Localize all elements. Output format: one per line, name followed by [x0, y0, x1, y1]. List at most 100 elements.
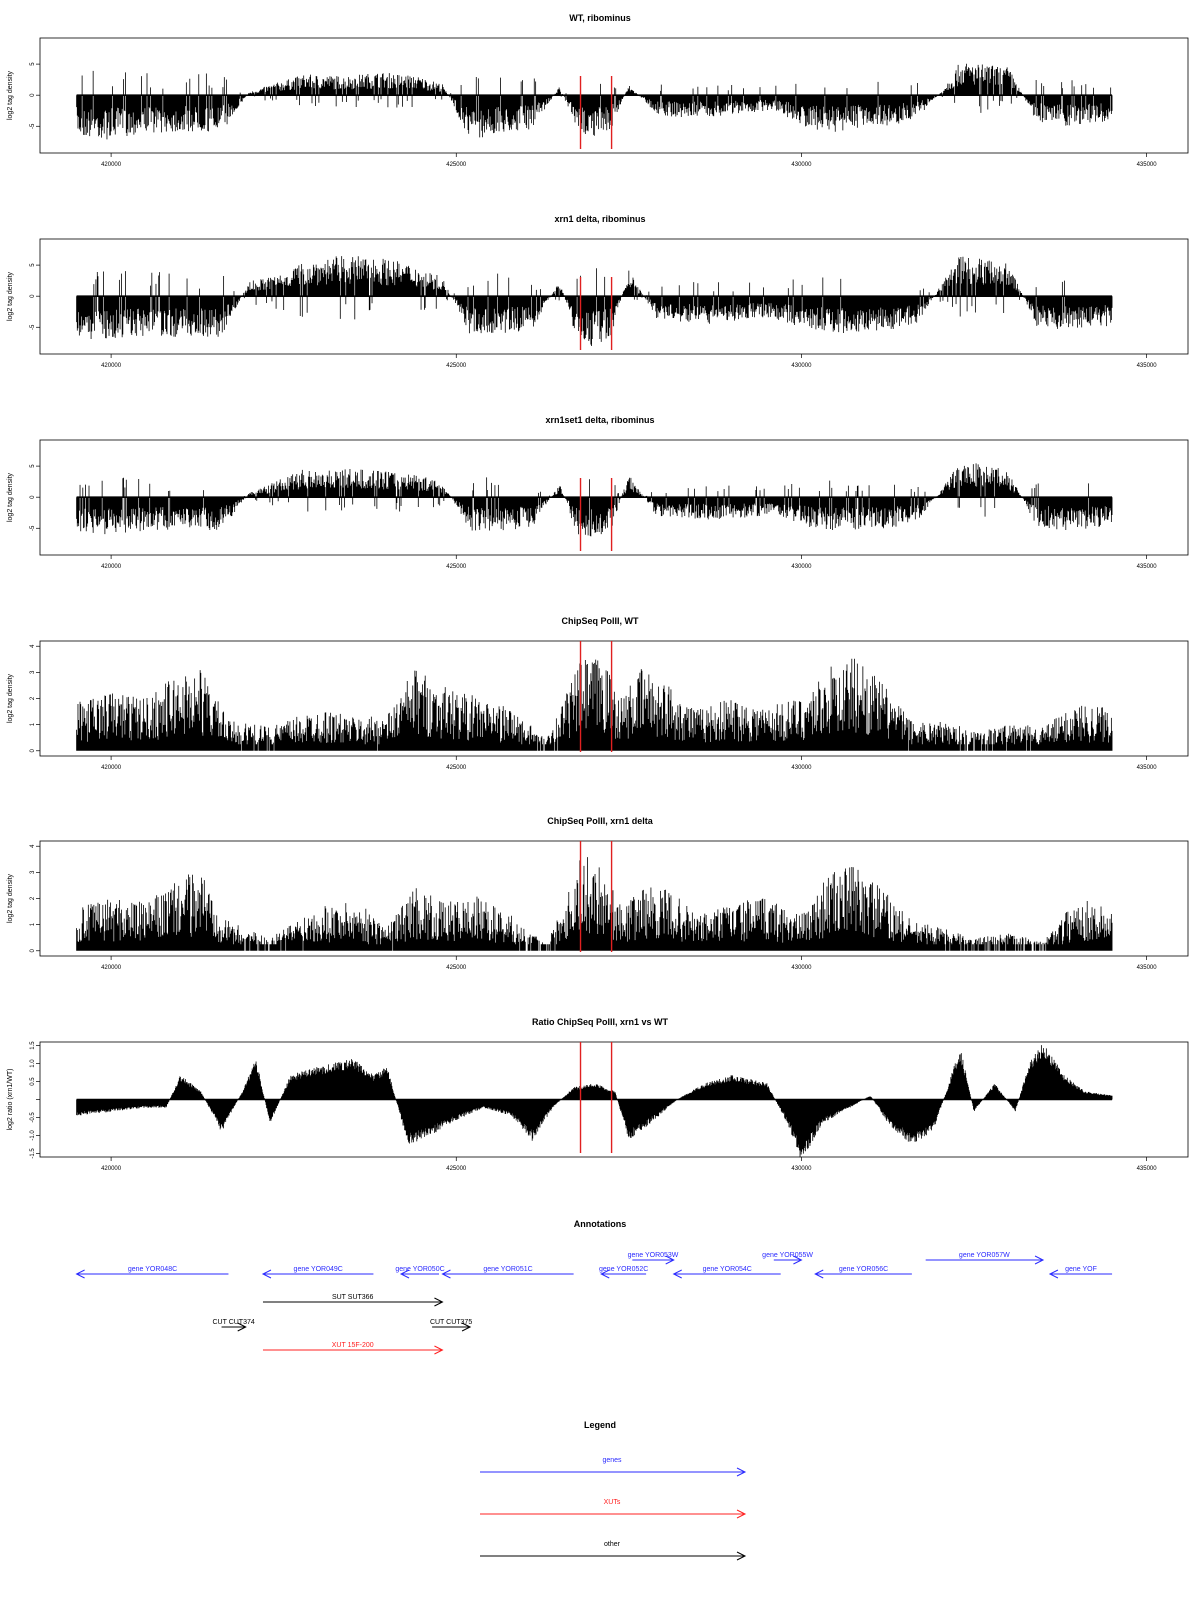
panel-title: WT, ribominus: [569, 13, 631, 23]
annotation-gene: gene YOR057W: [925, 1252, 1045, 1265]
panel-5: ChipSeq PolII, xrn1 delta log2 tag densit…: [7, 816, 1189, 971]
arrowhead-left-icon: [399, 1269, 410, 1279]
data-bars: [76, 463, 1113, 537]
y-tick-label: 3: [30, 870, 36, 874]
y-tick-label: 1: [30, 922, 36, 926]
annotation-label: gene YOR051C: [483, 1266, 532, 1273]
y-tick-label: -5: [30, 324, 36, 330]
panel-2: xrn1 delta, ribominus log2 tag density -5 0…: [7, 214, 1189, 369]
legend-item-genes: genes: [480, 1457, 747, 1477]
x-tick-label: 430000: [791, 162, 812, 168]
panel-6: Ratio ChipSeq PolII, xrn1 vs WT log2 rati…: [7, 1017, 1189, 1172]
annotation-xut: XUT 15F-200: [262, 1342, 444, 1355]
annotation-label: SUT SUT366: [332, 1294, 374, 1301]
x-tick-label: 435000: [1137, 965, 1158, 971]
x-tick-label: 420000: [101, 162, 122, 168]
panel-title: xrn1set1 delta, ribominus: [545, 415, 654, 425]
annotation-label: gene YOF: [1065, 1266, 1097, 1273]
y-tick-label: 0: [30, 948, 36, 952]
annotation-gene: gene YOR053W: [628, 1252, 679, 1265]
x-tick-label: 420000: [101, 765, 122, 771]
panel-title: ChipSeq PolII, WT: [562, 616, 639, 626]
y-tick-label: -5: [30, 525, 36, 531]
arrowhead-left-icon: [75, 1269, 85, 1279]
panel-title: Ratio ChipSeq PolII, xrn1 vs WT: [532, 1017, 669, 1027]
annotation-label: gene YOR048C: [128, 1266, 177, 1273]
y-tick-label: 1.5: [30, 1041, 36, 1050]
data-bars: [76, 256, 1113, 347]
arrowhead-right-icon: [736, 1509, 747, 1519]
arrowhead-right-icon: [461, 1322, 472, 1332]
x-tick-label: 430000: [791, 965, 812, 971]
annotation-other: SUT SUT366: [262, 1294, 444, 1307]
annotations-title: Annotations: [574, 1219, 627, 1229]
panel-4: ChipSeq PolII, WT log2 tag density 0 1 2 3 4 42…: [7, 616, 1189, 771]
data-bars: [76, 658, 1113, 751]
y-tick-label: -0.5: [30, 1112, 36, 1123]
annotation-label: gene YOR055W: [762, 1252, 813, 1259]
y-tick-label: 0: [30, 294, 36, 298]
annotation-label: gene YOR053W: [628, 1252, 679, 1259]
data-series: [76, 256, 1113, 347]
legend-label: genes: [602, 1457, 622, 1464]
legend-item-XUTs: XUTs: [480, 1499, 747, 1519]
annotation-gene: gene YOF: [1048, 1266, 1113, 1279]
data-series: [76, 63, 1113, 140]
y-tick-label: 2: [30, 896, 36, 900]
y-tick-label: 4: [30, 644, 36, 648]
panel-title: ChipSeq PolII, xrn1 delta: [547, 816, 654, 826]
annotation-gene: gene YOR054C: [672, 1266, 781, 1279]
y-tick-label: 0: [30, 748, 36, 752]
y-tick-label: 0: [30, 495, 36, 499]
x-tick-label: 420000: [101, 1166, 122, 1172]
annotation-gene: gene YOR055W: [762, 1252, 813, 1265]
arrowhead-right-icon: [434, 1345, 444, 1355]
x-tick-label: 425000: [446, 965, 467, 971]
annotation-label: CUT CUT374: [212, 1319, 254, 1326]
x-tick-label: 430000: [791, 1166, 812, 1172]
y-tick-label: -1.5: [30, 1148, 36, 1159]
y-tick-label: 2: [30, 696, 36, 700]
x-tick-label: 430000: [791, 564, 812, 570]
annotation-label: XUT 15F-200: [332, 1342, 374, 1349]
y-axis-label: log2 tag density: [7, 70, 14, 120]
data-series: [76, 1045, 1113, 1158]
x-tick-label: 425000: [446, 162, 467, 168]
y-axis-label: log2 tag density: [7, 873, 14, 923]
data-series: [76, 857, 1113, 951]
arrowhead-left-icon: [672, 1269, 682, 1279]
y-tick-label: 1.0: [30, 1059, 36, 1068]
annotation-gene: gene YOR052C: [599, 1266, 648, 1279]
annotation-gene: gene YOR049C: [261, 1266, 374, 1279]
y-tick-label: 5: [30, 263, 36, 267]
y-tick-label: 4: [30, 844, 36, 848]
arrowhead-right-icon: [793, 1255, 803, 1265]
annotation-gene: gene YOR050C: [395, 1266, 445, 1279]
y-tick-label: 0: [30, 93, 36, 97]
x-tick-label: 420000: [101, 965, 122, 971]
x-tick-label: 425000: [446, 564, 467, 570]
arrowhead-right-icon: [736, 1467, 747, 1477]
arrowhead-right-icon: [1034, 1255, 1045, 1265]
annotation-label: gene YOR056C: [839, 1266, 888, 1273]
x-tick-label: 435000: [1137, 564, 1158, 570]
arrowhead-left-icon: [261, 1269, 272, 1279]
panel-3: xrn1set1 delta, ribominus log2 tag densit…: [7, 415, 1189, 570]
data-bars: [76, 63, 1113, 140]
y-tick-label: 0.5: [30, 1077, 36, 1086]
arrowhead-left-icon: [600, 1269, 610, 1279]
y-tick-label: -5: [30, 123, 36, 129]
y-axis-label: log2 tag density: [7, 271, 14, 321]
arrowhead-left-icon: [1048, 1269, 1059, 1279]
x-tick-label: 435000: [1137, 1166, 1158, 1172]
x-tick-label: 430000: [791, 363, 812, 369]
annotation-label: gene YOR050C: [395, 1266, 444, 1273]
y-axis-label: log2 ratio (xrn1/WT): [7, 1069, 14, 1131]
arrowhead-right-icon: [237, 1322, 247, 1332]
annotation-label: gene YOR052C: [599, 1266, 648, 1273]
x-tick-label: 435000: [1137, 765, 1158, 771]
legend-label: XUTs: [604, 1499, 621, 1506]
arrowhead-right-icon: [736, 1551, 747, 1561]
y-tick-label: 5: [30, 464, 36, 468]
